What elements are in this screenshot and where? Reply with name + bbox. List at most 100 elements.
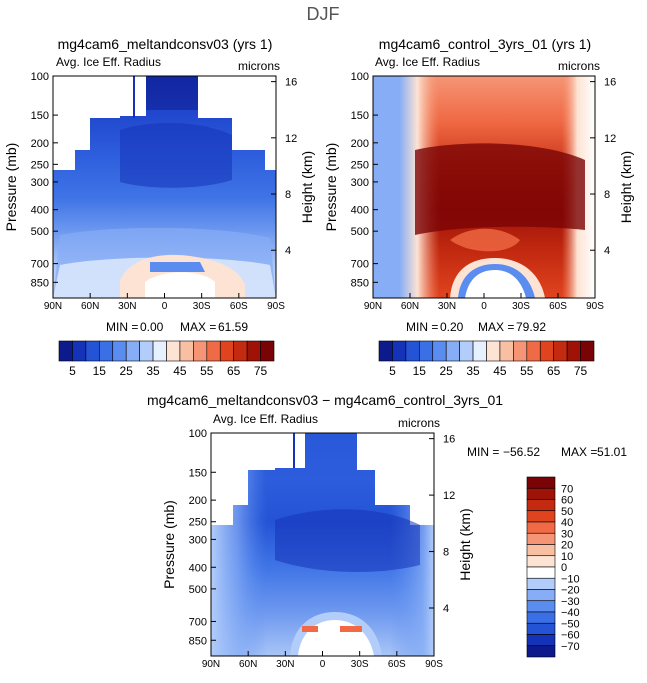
max-label: MAX = xyxy=(561,445,597,459)
y-tick-label: 200 xyxy=(31,138,49,150)
heatmap-field xyxy=(373,76,595,298)
y-tick-label: 700 xyxy=(189,616,207,628)
heatmap-field xyxy=(211,433,434,656)
colorbar-label: 40 xyxy=(561,517,573,529)
height-tick-label: 4 xyxy=(285,245,291,257)
y-tick-label: 500 xyxy=(189,584,207,596)
height-axis-label: Height (km) xyxy=(457,508,473,580)
colorbar-swatch xyxy=(526,499,556,512)
colorbar-swatch xyxy=(526,476,556,489)
y-tick-label: 100 xyxy=(351,71,369,83)
x-tick-label: 60S xyxy=(549,301,567,312)
colorbar-label: −40 xyxy=(561,607,580,619)
height-axis-label: Height (km) xyxy=(299,151,315,223)
y-axis-label: Pressure (mb) xyxy=(161,500,177,589)
height-tick-label: 8 xyxy=(604,189,610,201)
colorbar-swatch xyxy=(553,340,568,362)
y-tick-label: 250 xyxy=(31,159,49,171)
colorbar-label: −50 xyxy=(561,618,580,630)
colorbar-swatch xyxy=(499,340,514,362)
colorbar-swatch xyxy=(392,340,407,362)
colorbar-label: 0 xyxy=(561,562,567,574)
x-tick-label: 30N xyxy=(118,301,136,312)
panel-top-left: mg4cam6_meltandconsv03 (yrs 1) Avg. Ice … xyxy=(52,36,280,299)
colorbar-swatch xyxy=(513,340,528,362)
x-tick-label: 60N xyxy=(401,301,419,312)
colorbar-label: −10 xyxy=(561,573,580,585)
x-tick-label: 30S xyxy=(193,301,211,312)
x-tick-label: 60S xyxy=(230,301,248,312)
panel-subtitle-left: Avg. Ice Eff. Radius xyxy=(375,55,480,69)
stats-top-right: MIN = 0.20 MAX = 79.92 xyxy=(406,320,546,334)
max-label: MAX = xyxy=(180,320,216,334)
colorbar-swatch xyxy=(526,521,556,534)
x-tick-label: 90N xyxy=(364,301,382,312)
colorbar-label: 55 xyxy=(200,364,214,378)
colorbar-swatch xyxy=(459,340,474,362)
x-tick-label: 60N xyxy=(239,659,257,670)
colorbar-swatch xyxy=(166,340,181,362)
colorbar-swatch xyxy=(112,340,127,362)
colorbar-swatch xyxy=(72,340,87,362)
colorbar-label: 35 xyxy=(146,364,160,378)
colorbar-swatch xyxy=(85,340,100,362)
colorbar-label: −20 xyxy=(561,585,580,597)
colorbar-swatch xyxy=(539,340,554,362)
colorbar-label: 25 xyxy=(120,364,134,378)
max-value: 51.01 xyxy=(597,445,627,459)
height-tick-label: 4 xyxy=(604,245,610,257)
y-axis-label: Pressure (mb) xyxy=(323,143,339,232)
colorbar-label: 5 xyxy=(389,364,396,378)
colorbar-label: 15 xyxy=(413,364,427,378)
colorbar-swatch xyxy=(419,340,434,362)
colorbar-swatch xyxy=(432,340,447,362)
colorbar-label: −60 xyxy=(561,630,580,642)
colorbar-swatch xyxy=(206,340,221,362)
colorbar-swatch xyxy=(233,340,248,362)
colorbar-swatch xyxy=(526,532,556,545)
height-tick-label: 12 xyxy=(285,133,297,145)
colorbar-swatch xyxy=(58,340,73,362)
x-tick-label: 0 xyxy=(162,301,168,312)
x-tick-label: 90N xyxy=(44,301,62,312)
min-value: 0.20 xyxy=(440,320,464,334)
colorbar-label: 30 xyxy=(561,528,573,540)
x-tick-label: 90N xyxy=(202,659,220,670)
x-tick-label: 0 xyxy=(320,659,326,670)
x-tick-label: 0 xyxy=(481,301,487,312)
colorbar-swatch xyxy=(99,340,114,362)
max-value: 61.59 xyxy=(218,320,248,334)
colorbar-swatch xyxy=(219,340,234,362)
colorbar-swatch xyxy=(526,566,556,579)
colorbar-label: 55 xyxy=(520,364,534,378)
colorbar-swatch xyxy=(526,589,556,602)
y-axis-label: Pressure (mb) xyxy=(3,143,19,232)
stats-top-left: MIN = 0.00 MAX = 61.59 xyxy=(106,320,248,334)
x-tick-label: 90S xyxy=(586,301,604,312)
panel-title: mg4cam6_meltandconsv03 − mg4cam6_control… xyxy=(147,392,503,408)
height-axis-label: Height (km) xyxy=(618,151,634,223)
min-label: MIN = xyxy=(406,320,438,334)
colorbar-swatch xyxy=(526,555,556,568)
panel-title: mg4cam6_control_3yrs_01 (yrs 1) xyxy=(379,36,591,52)
colorbar-swatch xyxy=(566,340,581,362)
colorbar-label: 10 xyxy=(561,551,573,563)
height-tick-label: 12 xyxy=(604,133,616,145)
panel-subtitle-right: microns xyxy=(398,416,440,430)
y-tick-label: 300 xyxy=(31,177,49,189)
y-tick-label: 250 xyxy=(189,517,207,529)
colorbar-top-left: 5 15 25 35 45 55 65 75 xyxy=(58,340,275,378)
colorbar-swatch xyxy=(179,340,194,362)
y-tick-label: 700 xyxy=(351,259,369,271)
colorbar-swatch xyxy=(152,340,167,362)
y-tick-label: 850 xyxy=(351,277,369,289)
y-tick-label: 400 xyxy=(351,205,369,217)
min-value: 0.00 xyxy=(140,320,164,334)
page-title: DJF xyxy=(307,4,340,24)
colorbar-swatch xyxy=(526,487,556,500)
axes-top-left: 90N 60N 30N 0 30S 60S 90S 100 150 200 250 300 400 500… xyxy=(3,71,315,312)
colorbar-label: 65 xyxy=(547,364,561,378)
y-tick-label: 100 xyxy=(189,428,207,440)
colorbar-swatch xyxy=(580,340,595,362)
